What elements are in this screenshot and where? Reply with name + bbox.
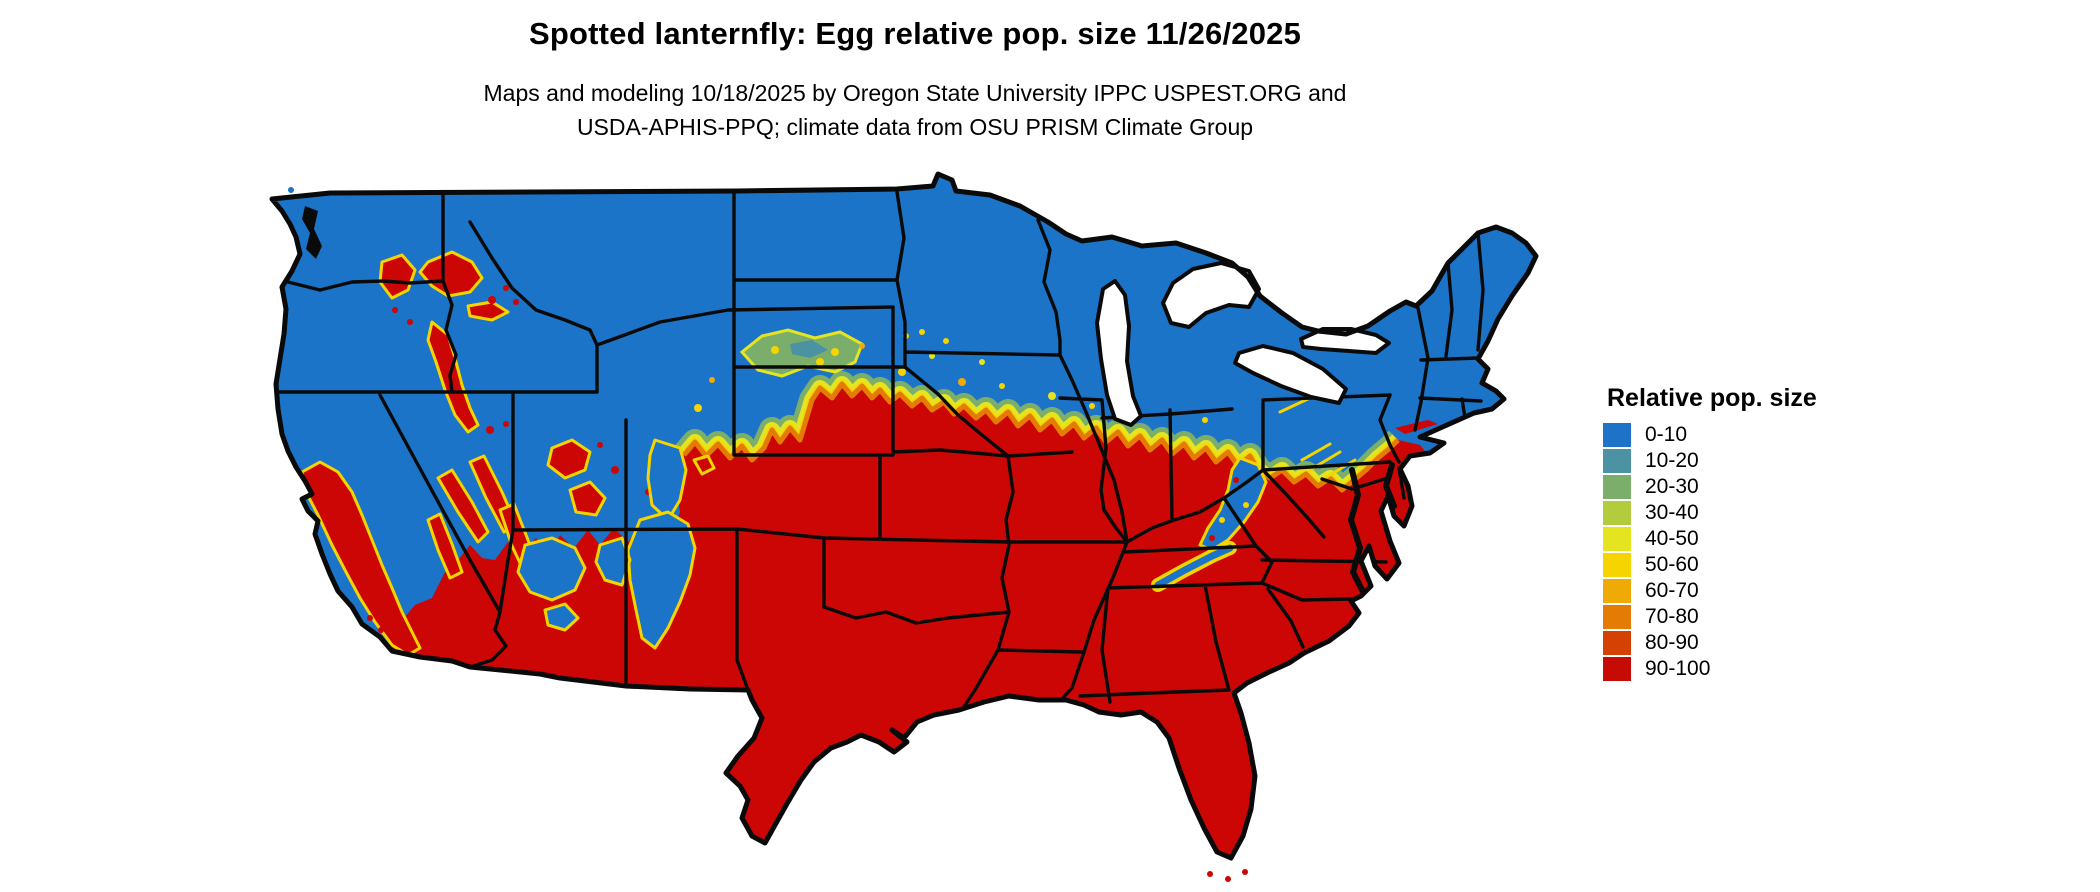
- legend-label: 0-10: [1645, 423, 1688, 446]
- legend-swatch-50-60: [1603, 553, 1631, 577]
- legend-label: 50-60: [1645, 553, 1699, 576]
- new-mexico-mountains-island: [626, 510, 697, 650]
- legend-swatch-60-70: [1603, 579, 1631, 603]
- california-valley-coast: [300, 460, 422, 657]
- utah-valley-patch-1: [546, 438, 592, 480]
- legend-row: 0-10: [1603, 422, 1817, 448]
- smoky-mountains-streak: [1151, 541, 1237, 592]
- new-mexico-west-lobe: [594, 536, 632, 587]
- legend-row: 20-30: [1603, 474, 1817, 500]
- san-juan-islands-dot: [288, 187, 294, 193]
- page-title: Spotted lanternfly: Egg relative pop. si…: [528, 16, 1302, 51]
- colorado-west-patch: [692, 454, 716, 476]
- wv-speckles: [1209, 477, 1249, 541]
- arizona-plateau-island-2: [543, 602, 580, 632]
- legend-row: 30-40: [1603, 500, 1817, 526]
- subtitle-line-2: USDA-APHIS-PPQ; climate data from OSU PR…: [576, 114, 1254, 140]
- legend-label: 40-50: [1645, 527, 1699, 550]
- legend-swatch-70-80: [1603, 605, 1631, 629]
- lake-michigan: [1095, 279, 1143, 427]
- header: Spotted lanternfly: Egg relative pop. si…: [0, 16, 1830, 52]
- lake-erie: [1233, 344, 1348, 405]
- subtitle: Maps and modeling 10/18/2025 by Oregon S…: [0, 76, 1830, 144]
- lake-huron: [1161, 261, 1261, 329]
- legend-title: Relative pop. size: [1607, 384, 1817, 412]
- washington-basin-patch: [418, 250, 484, 298]
- legend-row: 90-100: [1603, 656, 1817, 682]
- legend-swatch-30-40: [1603, 501, 1631, 525]
- legend: Relative pop. size 0-10 10-20 20-30 30-4…: [1603, 384, 1817, 682]
- legend-label: 20-30: [1645, 475, 1699, 498]
- chesapeake-delaware-ink: [1347, 462, 1397, 593]
- sd-ne-transition-patch: [739, 328, 864, 378]
- legend-label: 30-40: [1645, 501, 1699, 524]
- great-lakes: [1095, 261, 1391, 427]
- legend-label: 90-100: [1645, 657, 1711, 680]
- legend-swatch-40-50: [1603, 527, 1631, 551]
- legend-swatch-20-30: [1603, 475, 1631, 499]
- snake-river-patch: [426, 320, 480, 434]
- puget-sound-ink: [302, 206, 322, 259]
- legend-row: 60-70: [1603, 578, 1817, 604]
- legend-label: 70-80: [1645, 605, 1699, 628]
- legend-label: 80-90: [1645, 631, 1699, 654]
- legend-row: 70-80: [1603, 604, 1817, 630]
- lake-ontario: [1299, 327, 1391, 355]
- legend-label: 10-20: [1645, 449, 1699, 472]
- arizona-plateau-island-1: [516, 536, 587, 602]
- nevada-finger-1: [436, 468, 490, 544]
- legend-swatch-0-10: [1603, 423, 1631, 447]
- wa-or-border-patch: [466, 300, 510, 322]
- legend-label: 60-70: [1645, 579, 1699, 602]
- legend-swatch-90-100: [1603, 657, 1631, 681]
- conus-coastline: [269, 171, 1539, 861]
- legend-row: 40-50: [1603, 526, 1817, 552]
- blue-islands: [516, 438, 1268, 650]
- utah-valley-patch-2: [568, 480, 607, 517]
- legend-swatch-10-20: [1603, 449, 1631, 473]
- subtitle-line-1: Maps and modeling 10/18/2025 by Oregon S…: [483, 80, 1347, 106]
- legend-row: 80-90: [1603, 630, 1817, 656]
- state-borders: [276, 190, 1485, 750]
- legend-swatch-80-90: [1603, 631, 1631, 655]
- legend-row: 50-60: [1603, 552, 1817, 578]
- legend-row: 10-20: [1603, 448, 1817, 474]
- nevada-finger-4: [426, 512, 464, 580]
- florida-keys-dots: [1207, 869, 1248, 882]
